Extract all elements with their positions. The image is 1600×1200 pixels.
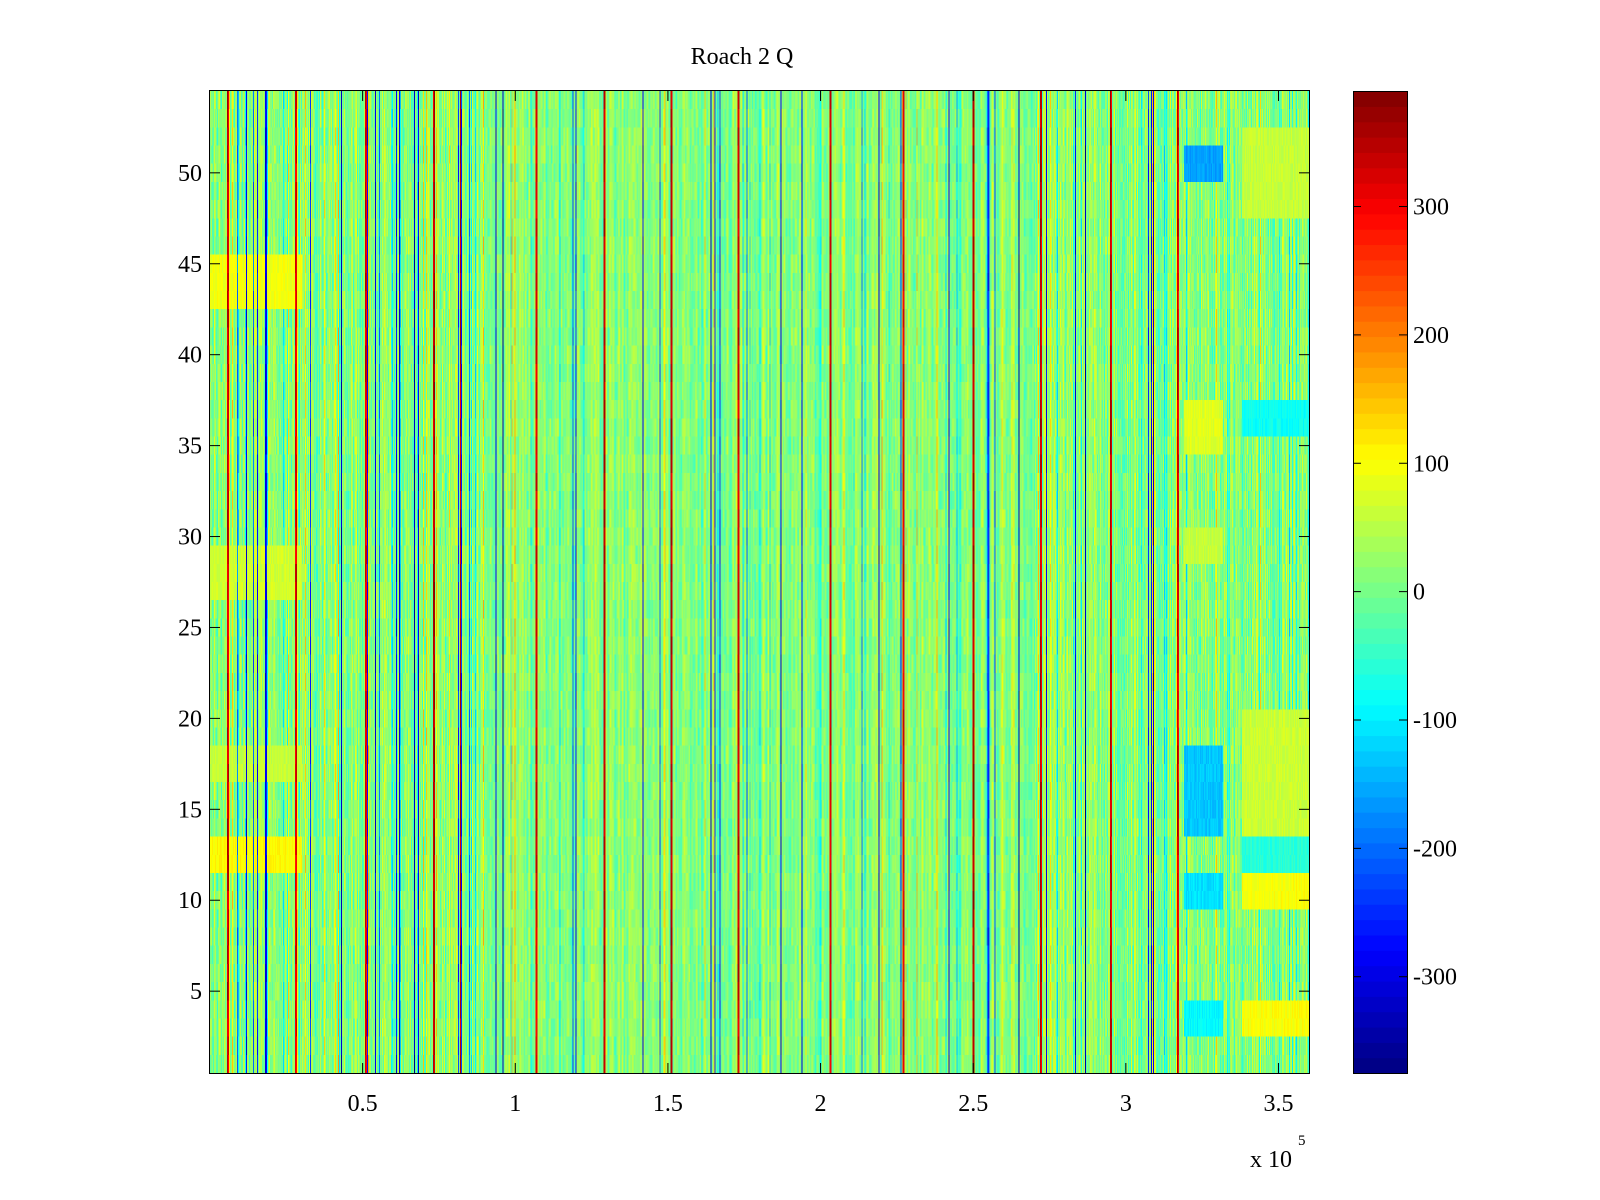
y-tick-label: 45 <box>178 252 202 278</box>
colorbar-swatch <box>1353 505 1407 522</box>
colorbar-swatch <box>1353 367 1407 384</box>
colorbar-swatch <box>1353 720 1407 737</box>
colorbar-swatch <box>1353 1026 1407 1043</box>
colorbar-swatch <box>1353 213 1407 230</box>
colorbar-swatch <box>1353 1042 1407 1059</box>
x-axis-exponent-base: x 10 <box>1250 1147 1292 1173</box>
colorbar-swatch <box>1353 796 1407 813</box>
colorbar-tick-label: 0 <box>1413 580 1425 606</box>
colorbar-swatch <box>1353 750 1407 767</box>
plot-frame <box>209 90 1310 1074</box>
colorbar-swatch <box>1353 842 1407 859</box>
x-tick-label: 1.5 <box>653 1091 683 1117</box>
x-tick-label: 1 <box>509 1091 521 1117</box>
colorbar-swatch <box>1353 336 1407 353</box>
colorbar-swatch <box>1353 643 1407 660</box>
colorbar-tick-label: 300 <box>1413 195 1449 221</box>
colorbar-swatch <box>1353 996 1407 1013</box>
colorbar-swatch <box>1353 551 1407 568</box>
colorbar-swatch <box>1353 612 1407 629</box>
colorbar-swatch <box>1353 413 1407 430</box>
y-tick-label: 40 <box>178 343 202 369</box>
colorbar-swatch <box>1353 167 1407 184</box>
y-tick-label: 10 <box>178 888 202 914</box>
colorbar-swatch <box>1353 873 1407 890</box>
colorbar-swatch <box>1353 443 1407 460</box>
colorbar-swatch <box>1353 305 1407 322</box>
colorbar-swatch <box>1353 858 1407 875</box>
colorbar-swatch <box>1353 766 1407 783</box>
colorbar-swatch <box>1353 459 1407 476</box>
colorbar-swatch <box>1353 137 1407 153</box>
y-tick-label: 30 <box>178 525 202 551</box>
y-tick-label: 25 <box>178 615 202 641</box>
colorbar-swatch <box>1353 397 1407 414</box>
colorbar-swatch <box>1353 321 1407 338</box>
colorbar-swatch <box>1353 520 1407 537</box>
colorbar-swatch <box>1353 735 1407 752</box>
colorbar-swatch <box>1353 1011 1407 1028</box>
colorbar-swatch <box>1353 704 1407 721</box>
x-tick-label: 3.5 <box>1263 1091 1293 1117</box>
colorbar-swatch <box>1353 904 1407 921</box>
x-axis-exponent-label: x 10 5 <box>1250 1133 1306 1173</box>
y-tick-label: 50 <box>178 161 202 187</box>
colorbar-swatch <box>1353 934 1407 951</box>
colorbar-swatch <box>1353 259 1407 276</box>
colorbar-swatch <box>1353 658 1407 675</box>
colorbar-swatch <box>1353 781 1407 798</box>
colorbar-swatch <box>1353 474 1407 491</box>
y-tick-label: 15 <box>178 797 202 823</box>
colorbar-swatch <box>1353 980 1407 997</box>
colorbar-swatch <box>1353 674 1407 691</box>
colorbar-swatch <box>1353 428 1407 445</box>
colorbar-swatch <box>1353 382 1407 399</box>
colorbar-swatch <box>1353 351 1407 368</box>
y-tick-label: 20 <box>178 706 202 732</box>
colorbar-swatch <box>1353 183 1407 200</box>
y-tick-label: 35 <box>178 434 202 460</box>
colorbar-swatch <box>1353 106 1407 123</box>
colorbar-tick-label: -100 <box>1413 708 1457 734</box>
colorbar-tick-label: -300 <box>1413 965 1457 991</box>
colorbar-swatch <box>1353 628 1407 644</box>
x-tick-label: 2.5 <box>958 1091 988 1117</box>
colorbar-tick-label: -200 <box>1413 836 1457 862</box>
colorbar-frame <box>1353 91 1408 1074</box>
colorbar-swatch <box>1353 229 1407 246</box>
colorbar-swatch <box>1353 91 1407 107</box>
heatmap-image <box>210 91 1309 1073</box>
chart-title: Roach 2 Q <box>691 44 794 70</box>
colorbar-tick-label: 200 <box>1413 323 1449 349</box>
colorbar-swatch <box>1353 582 1407 598</box>
heatmap-plot-area <box>210 91 1309 1073</box>
colorbar-tick-label: 100 <box>1413 451 1449 477</box>
x-tick-label: 3 <box>1120 1091 1132 1117</box>
colorbar-swatch <box>1353 888 1407 905</box>
colorbar-swatch <box>1353 198 1407 215</box>
colorbar-swatch <box>1353 1057 1407 1074</box>
colorbar-swatch <box>1353 950 1407 967</box>
colorbar-swatch <box>1353 597 1407 614</box>
colorbar-swatch <box>1353 244 1407 261</box>
y-tick-label: 5 <box>190 979 202 1005</box>
colorbar-swatch <box>1353 566 1407 583</box>
colorbar-swatch <box>1353 489 1407 506</box>
colorbar-swatch <box>1353 152 1407 169</box>
colorbar-swatch <box>1353 121 1407 138</box>
x-tick-label: 2 <box>815 1091 827 1117</box>
plot-axes: 0.5 1 1.5 2 2.5 3 3.5 5 10 15 20 25 30 35 40 45 50 <box>178 91 1309 1117</box>
colorbar-swatch <box>1353 535 1407 552</box>
colorbar-swatch <box>1353 827 1407 844</box>
colorbar: -300 -200 -100 0 100 200 300 <box>1353 91 1457 1074</box>
colorbar-swatch <box>1353 812 1407 829</box>
colorbar-swatch <box>1353 919 1407 936</box>
colorbar-swatch <box>1353 290 1407 307</box>
x-axis-exponent-power: 5 <box>1298 1133 1306 1149</box>
colorbar-swatch <box>1353 965 1407 982</box>
colorbar-swatch <box>1353 689 1407 706</box>
x-tick-label: 0.5 <box>348 1091 378 1117</box>
colorbar-swatch <box>1353 275 1407 292</box>
